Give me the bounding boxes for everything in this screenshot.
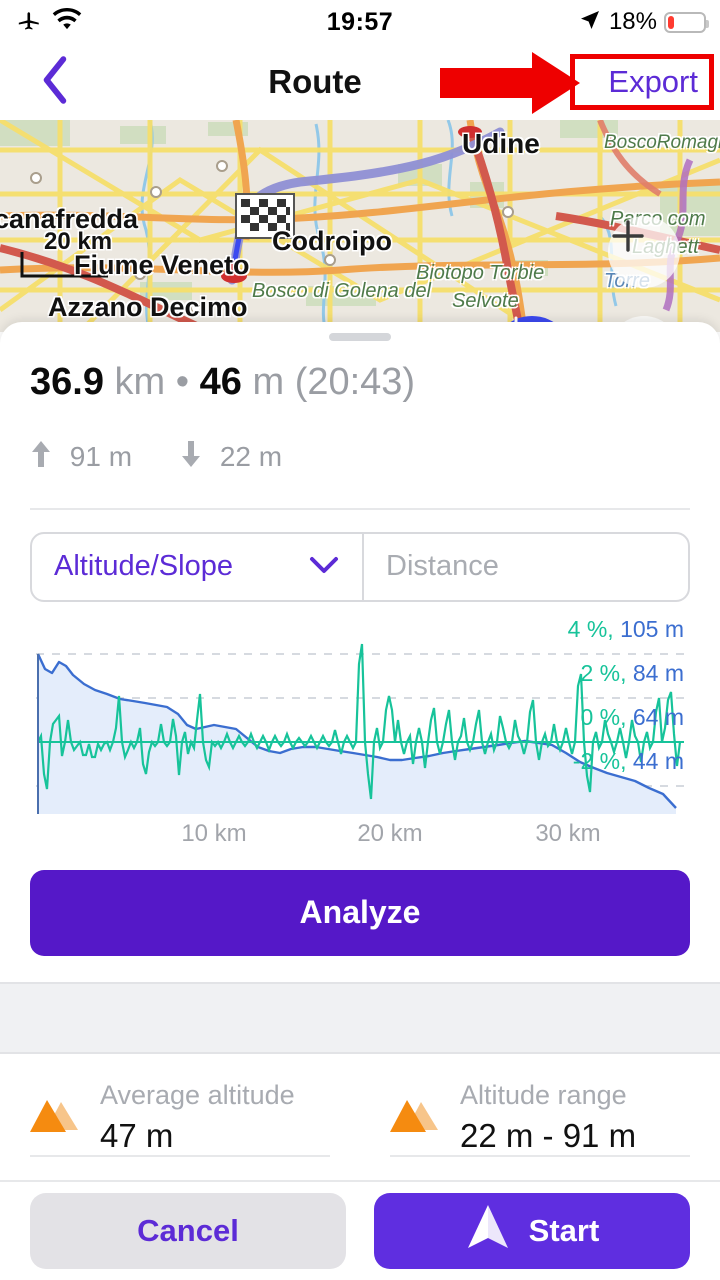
stat-value: 47 m [100, 1116, 174, 1154]
route-details-sheet: 36.9 km • 46 m (20:43) 91 m 2 [0, 322, 720, 1280]
ascent-group: 91 m [30, 439, 132, 476]
ascent-descent-row: 91 m 22 m [30, 439, 690, 476]
x-tick-30km: 30 km [535, 819, 601, 847]
stat-altitude-range[interactable]: Altitude range 22 m - 91 m [360, 1080, 720, 1155]
route-altitude-unit: m [252, 361, 285, 403]
map-label-udine: Udine [462, 128, 540, 159]
route-summary: 36.9 km • 46 m (20:43) 91 m 2 [0, 341, 720, 510]
route-eta: (20:43) [294, 361, 416, 403]
navigation-bar: Route Export [0, 44, 720, 120]
stat-label: Average altitude [100, 1079, 295, 1110]
summary-separator: • [175, 361, 190, 403]
map-label-biotopo-torbiera: Biotopo Torbie [416, 262, 545, 284]
stat-average-altitude-text: Average altitude 47 m [100, 1080, 295, 1155]
chevron-down-icon [308, 550, 340, 583]
map-label-codroipo: Codroipo [272, 226, 392, 256]
zoom-in-button[interactable] [608, 216, 680, 288]
gridline-label-2pct: 2 %, 84 m [580, 659, 684, 686]
battery-percent: 18% [608, 8, 657, 35]
mountain-icon [388, 1094, 442, 1141]
descent-group: 22 m [180, 439, 282, 476]
x-tick-10km: 10 km [181, 819, 247, 847]
stat-underline-left [30, 1154, 330, 1157]
udine-marker [458, 126, 482, 138]
arrow-down-icon [180, 439, 202, 476]
export-button[interactable]: Export [608, 64, 698, 99]
chart-x-axis: 10 km 20 km 30 km [28, 814, 692, 854]
chart-mode-label: Altitude/Slope [54, 550, 233, 583]
chart-axis-selector[interactable]: Distance [386, 550, 499, 583]
navigation-arrow-icon [465, 1202, 511, 1260]
chevron-left-icon [38, 55, 72, 110]
stat-underlines [0, 1154, 720, 1157]
slope-line [37, 643, 682, 799]
airplane-icon [16, 7, 42, 38]
mountain-icon [28, 1094, 82, 1141]
map-label-canafredda: canafredda [0, 204, 139, 234]
page-title: Route [268, 63, 362, 100]
chart-canvas [36, 643, 684, 814]
stat-altitude-range-text: Altitude range 22 m - 91 m [460, 1080, 636, 1155]
chart-mode-dropdown[interactable]: Altitude/Slope [32, 534, 362, 600]
ascent-value: 91 m [69, 440, 133, 472]
chart-selector-group: Altitude/Slope Distance [30, 531, 690, 602]
status-bar: 19:57 18% [0, 0, 720, 44]
status-left [0, 7, 238, 38]
route-distance-unit: km [114, 361, 166, 403]
map-view[interactable]: Udine Codroipo canafredda Fiume Veneto A… [0, 120, 720, 332]
map-label-bosco-romagno: BoscoRomagno [604, 132, 720, 153]
gridline-label-0pct: 0 %, 64 m [580, 703, 684, 730]
map-label-fiume-veneto: Fiume Veneto [74, 250, 250, 280]
status-center: 19:57 [238, 8, 483, 37]
back-button[interactable] [0, 55, 110, 110]
analyze-section: Analyze [0, 854, 720, 956]
cancel-button[interactable]: Cancel [30, 1193, 346, 1269]
gridline-label-4pct: 4 %, 105 m [567, 615, 684, 642]
analyze-button[interactable]: Analyze [30, 869, 690, 956]
altitude-stats-row: Average altitude 47 m Altitude range 22 … [0, 1054, 720, 1155]
battery-icon [663, 11, 709, 33]
checkered-flag-icon [235, 193, 295, 239]
map-canvas [0, 120, 720, 332]
start-button[interactable]: Start [374, 1193, 690, 1269]
status-clock: 19:57 [326, 7, 394, 36]
map-scale-label: 20 km [44, 228, 113, 255]
selector-separator [362, 533, 364, 600]
gridline-label-minus2pct: -2 %, 44 m [572, 747, 684, 774]
stat-average-altitude[interactable]: Average altitude 47 m [0, 1080, 360, 1155]
battery-fill [667, 15, 675, 29]
x-tick-20km: 20 km [357, 819, 423, 847]
chart-controls: Altitude/Slope Distance [0, 510, 720, 602]
start-label: Start [528, 1213, 600, 1248]
altitude-slope-chart[interactable]: 4 %, 105 m 2 %, 84 m 0 %, 64 m -2 %, 44 … [28, 616, 692, 814]
route-distance-value: 36.9 [30, 361, 104, 403]
sheet-drag-handle[interactable] [329, 333, 391, 341]
descent-value: 22 m [219, 440, 283, 472]
status-right: 18% [482, 8, 720, 37]
stat-label: Altitude range [460, 1079, 627, 1110]
map-label-selvote: Selvote [452, 290, 519, 312]
bottom-action-bar: Cancel Start [0, 1180, 720, 1280]
map-label-azzano-decimo: Azzano Decimo [48, 292, 248, 322]
summary-divider [30, 507, 690, 510]
section-gap-band [0, 981, 720, 1054]
altitude-area [38, 653, 676, 814]
stat-value: 22 m - 91 m [460, 1116, 637, 1154]
route-altitude-value: 46 [199, 361, 242, 403]
arrow-up-icon [30, 439, 52, 476]
location-arrow-icon [578, 8, 602, 37]
start-pin-icon [221, 260, 247, 283]
map-label-bosco-golena: Bosco di Golena del [252, 280, 432, 302]
wifi-icon [52, 7, 82, 38]
stat-underline-right [390, 1154, 690, 1157]
route-summary-line: 36.9 km • 46 m (20:43) [30, 361, 690, 405]
